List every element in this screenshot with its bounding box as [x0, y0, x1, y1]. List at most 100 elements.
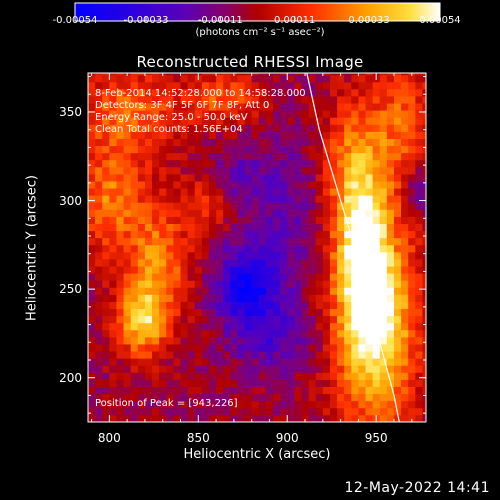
heatmap-cell [393, 96, 402, 104]
heatmap-cell [329, 202, 338, 210]
heatmap-cell [408, 287, 416, 295]
heatmap-cell [237, 393, 245, 402]
heatmap-cell [265, 251, 274, 260]
heatmap-cell [194, 237, 203, 246]
heatmap-cell [251, 73, 260, 76]
heatmap-cell [109, 329, 117, 338]
heatmap-cell [137, 386, 146, 395]
heatmap-cell [322, 301, 331, 310]
heatmap-cell [95, 308, 103, 317]
heatmap-cell [337, 173, 345, 182]
heatmap-cell [351, 379, 359, 387]
heatmap-cell [216, 414, 224, 422]
heatmap-cell [393, 308, 402, 317]
heatmap-cell [251, 181, 260, 189]
heatmap-cell [152, 287, 160, 295]
heatmap-cell [102, 152, 110, 161]
heatmap-cell [173, 294, 181, 302]
heatmap-cell [208, 159, 217, 168]
heatmap-cell [386, 393, 395, 402]
heatmap-cell [244, 266, 253, 274]
heatmap-cell [194, 273, 203, 281]
heatmap-cell [322, 237, 331, 246]
heatmap-cell [208, 358, 217, 366]
heatmap-cell [216, 237, 224, 246]
heatmap-cell [258, 251, 267, 260]
heatmap-cell [230, 393, 238, 402]
heatmap-cell [208, 138, 217, 147]
heatmap-cell [123, 96, 132, 104]
heatmap-cell [386, 96, 395, 104]
heatmap-cell [216, 159, 224, 168]
heatmap-cell [358, 230, 366, 239]
heatmap-cell [144, 294, 153, 302]
heatmap-cell [208, 131, 217, 139]
heatmap-cell [386, 414, 395, 422]
heatmap-cell [208, 386, 217, 395]
heatmap-cell [194, 294, 203, 302]
solar-limb-line [306, 73, 400, 422]
heatmap-cell [137, 336, 146, 345]
heatmap-cell [230, 209, 238, 217]
heatmap-cell [329, 152, 338, 161]
heatmap-cell [187, 145, 196, 154]
heatmap-cell [379, 414, 388, 422]
heatmap-cell [415, 202, 423, 210]
heatmap-cell [365, 407, 374, 416]
heatmap-cell [301, 322, 309, 331]
heatmap-cell [322, 131, 331, 139]
heatmap-cell [258, 124, 267, 132]
heatmap-cell [315, 251, 324, 260]
heatmap-cell [216, 145, 224, 154]
heatmap-cell [379, 400, 388, 409]
heatmap-cell [365, 159, 374, 168]
heatmap-cell [95, 145, 103, 154]
heatmap-cell [301, 173, 309, 182]
heatmap-cell [166, 81, 174, 90]
heatmap-cell [237, 251, 245, 260]
heatmap-cell [258, 336, 267, 345]
heatmap-cell [95, 209, 103, 217]
heatmap-cell [194, 117, 203, 125]
heatmap-cell [258, 230, 267, 239]
heatmap-cell [187, 173, 196, 182]
heatmap-cell [258, 152, 267, 161]
heatmap-cell [166, 124, 174, 132]
heatmap-cell [144, 188, 153, 196]
heatmap-cell [287, 294, 295, 302]
heatmap-cell [201, 244, 210, 253]
annotation-time-range: 8-Feb-2014 14:52:28.000 to 14:58:28.000 [95, 88, 306, 99]
heatmap-cell [223, 209, 231, 217]
heatmap-cell [237, 152, 245, 161]
heatmap-cell [180, 273, 189, 281]
heatmap-cell [180, 301, 189, 310]
heatmap-cell [258, 244, 267, 253]
heatmap-cell [372, 266, 381, 274]
heatmap-cell [372, 365, 381, 373]
heatmap-cell [223, 73, 231, 76]
heatmap-cell [173, 336, 181, 345]
heatmap-cell [180, 400, 189, 409]
heatmap-cell [137, 103, 146, 111]
heatmap-cell [322, 400, 331, 409]
heatmap-cell [329, 386, 338, 395]
heatmap-cell [344, 344, 352, 352]
heatmap-cell [159, 96, 167, 104]
heatmap-cell [173, 351, 181, 359]
heatmap-cell [329, 329, 338, 338]
heatmap-cell [166, 414, 174, 422]
heatmap-cell [244, 301, 253, 310]
heatmap-cell [180, 152, 189, 161]
heatmap-cell [301, 315, 309, 324]
heatmap-cell [166, 73, 174, 76]
heatmap-cell [401, 329, 409, 338]
heatmap-cell [208, 96, 217, 104]
heatmap-cell [358, 166, 366, 175]
heatmap-cell [351, 173, 359, 182]
heatmap-cell [294, 414, 302, 422]
heatmap-cell [386, 372, 395, 380]
heatmap-cell [329, 280, 338, 288]
heatmap-cell [130, 103, 139, 111]
heatmap-cell [173, 188, 181, 196]
